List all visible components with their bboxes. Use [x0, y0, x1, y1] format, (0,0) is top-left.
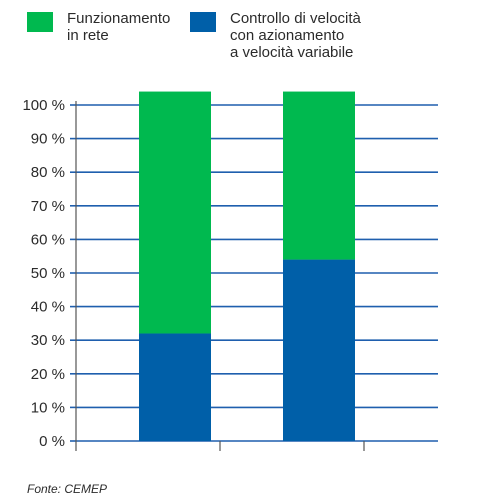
source-note: Fonte: CEMEP: [27, 482, 108, 496]
y-tick-label: 60 %: [31, 231, 65, 248]
legend-label: Controllo di velocità con azionamento a …: [230, 10, 361, 61]
stacked-bar-chart: 0 % 10 % 20 % 30 % 40 % 50 % 60 % 70 % 80 % 90 % 1…: [22, 91, 438, 451]
bar-segment-green: [139, 91, 211, 334]
y-tick-label: 70 %: [31, 198, 65, 215]
y-tick-label: 80 %: [31, 164, 65, 181]
bar-segment-green: [283, 91, 355, 260]
legend-label: Funzionamento in rete: [67, 10, 171, 44]
y-tick-label: 50 %: [31, 265, 65, 282]
y-tick-label: 100 %: [22, 97, 65, 114]
y-tick-label: 30 %: [31, 332, 65, 349]
bar-segment-blue: [283, 259, 355, 441]
y-tick-label: 20 %: [31, 366, 65, 383]
y-tick-label: 40 %: [31, 299, 65, 316]
y-tick-label: 0 %: [39, 433, 65, 450]
legend-swatch-blue: [190, 12, 216, 32]
y-tick-label: 90 %: [31, 131, 65, 148]
legend-swatch-green: [27, 12, 53, 32]
bar-segment-blue: [139, 333, 211, 441]
legend: Funzionamento in rete Controllo di veloc…: [0, 8, 477, 78]
y-tick-label: 10 %: [31, 399, 65, 416]
